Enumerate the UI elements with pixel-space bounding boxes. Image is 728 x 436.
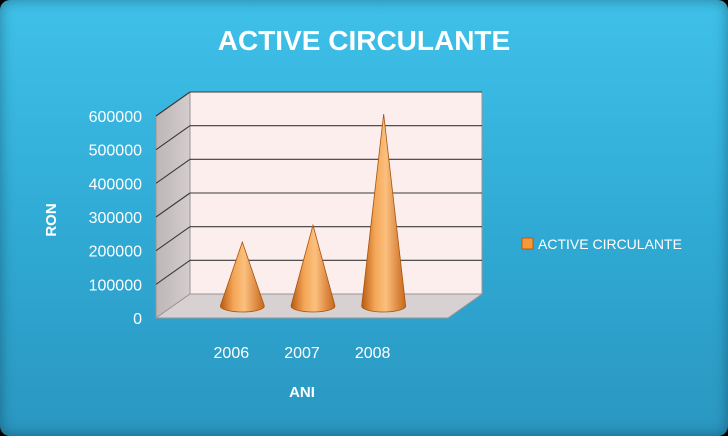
y-tick-label: 300000 bbox=[89, 210, 142, 227]
chart-title: ACTIVE CIRCULANTE bbox=[218, 25, 510, 56]
y-tick-label: 500000 bbox=[89, 143, 142, 160]
gridline-side bbox=[155, 158, 191, 184]
y-tick-labels: 0 100000 200000 300000 400000 500000 600000 bbox=[89, 109, 142, 328]
gridline-side bbox=[155, 226, 191, 252]
legend-swatch bbox=[521, 237, 534, 250]
cones bbox=[219, 114, 407, 313]
cone-body bbox=[361, 114, 407, 313]
plot-area: 0 100000 200000 300000 400000 500000 600000 20… bbox=[89, 91, 484, 362]
gridline-side bbox=[155, 192, 191, 218]
y-axis-title: RON bbox=[43, 203, 60, 236]
gridline-side bbox=[155, 125, 191, 151]
cone-2006 bbox=[219, 240, 265, 313]
cone-body bbox=[290, 223, 336, 313]
y-tick-label: 0 bbox=[133, 311, 142, 328]
x-tick-label: 2006 bbox=[214, 345, 250, 362]
x-tick-label: 2008 bbox=[355, 345, 391, 362]
cone-2008 bbox=[361, 114, 407, 313]
y-tick-label: 400000 bbox=[89, 176, 142, 193]
y-tick-label: 600000 bbox=[89, 109, 142, 126]
gridline-side bbox=[155, 91, 191, 117]
x-axis-title: ANI bbox=[289, 384, 315, 401]
legend: ACTIVE CIRCULANTE bbox=[521, 236, 682, 252]
cone-2007 bbox=[290, 223, 336, 313]
gridlines bbox=[155, 91, 482, 285]
legend-label: ACTIVE CIRCULANTE bbox=[538, 236, 682, 252]
x-tick-labels: 2006 2007 2008 bbox=[214, 345, 391, 362]
x-tick-label: 2007 bbox=[284, 345, 320, 362]
y-tick-label: 200000 bbox=[89, 244, 142, 261]
gridline-side bbox=[155, 259, 191, 285]
y-tick-label: 100000 bbox=[89, 277, 142, 294]
cone-body bbox=[219, 240, 265, 313]
